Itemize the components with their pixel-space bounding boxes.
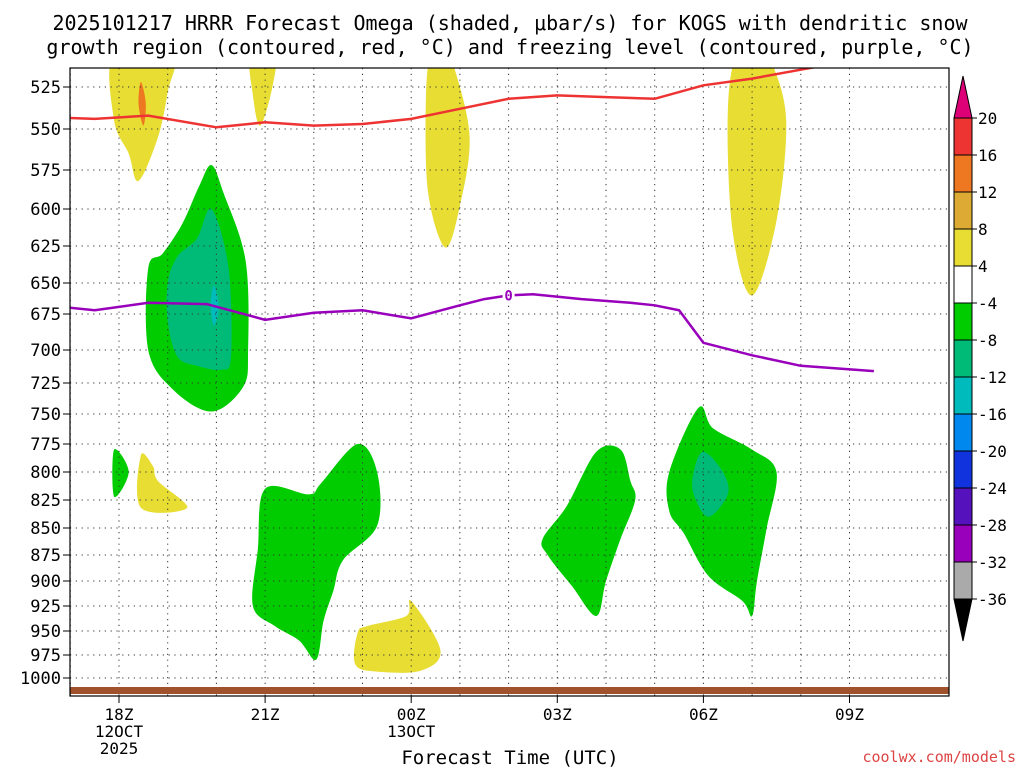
colorbar-box [953,561,973,600]
omega-shaded-regions [109,68,787,673]
colorbar-label: 20 [978,109,997,128]
colorbar-label: 4 [978,257,988,276]
colorbar-top-arrow [953,75,973,119]
y-tick-label: 625 [30,237,61,257]
omega-region-4_to_8 [249,68,276,126]
y-axis-ticks: 525 550 575 600 625 650 675 700 725 750 775 800 825 8… [20,78,70,689]
colorbar-label: -4 [978,294,997,313]
colorbar-box [953,450,973,489]
surface-band [70,687,949,694]
plot-frame [69,67,950,697]
y-tick-label: 550 [30,120,61,140]
x-axis-label: Forecast Time (UTC) [401,747,618,768]
y-tick-label: 775 [30,435,61,455]
chart-title-line2: growth region (contoured, red, °C) and f… [46,35,973,59]
freezing-level-line [70,292,874,373]
colorbar-box [953,228,973,267]
x-tick-label: 18Z [105,705,134,724]
colorbar-box [953,117,973,156]
omega-region-4_to_8 [109,68,175,181]
colorbar-box [953,154,973,193]
colorbar-label: -24 [978,479,1007,498]
x-tick-label: 03Z [543,705,572,724]
watermark: coolwx.com/models [862,748,1016,766]
colorbar-label: -8 [978,331,997,350]
y-tick-label: 875 [30,546,61,566]
chart-title-line1: 2025101217 HRRR Forecast Omega (shaded, … [52,11,968,35]
colorbar-label: 16 [978,146,997,165]
colorbar-box [953,265,973,304]
x-tick-label: 21Z [251,705,280,724]
omega-region--8_to_-4 [112,449,129,498]
grid-lines [70,68,949,696]
y-tick-label: 825 [30,491,61,511]
freezing-contour-label: 0 [504,288,512,304]
y-tick-label: 750 [30,405,61,425]
colorbar-label: -32 [978,553,1007,572]
colorbar-box [953,524,973,563]
y-tick-label: 600 [30,200,61,220]
colorbar-label: 8 [978,220,988,239]
contour-lines: 0 [70,68,874,373]
colorbar-label: -16 [978,405,1007,424]
omega-region--8_to_-4 [541,445,636,617]
colorbar-label: -12 [978,368,1007,387]
y-tick-label: 925 [30,597,61,617]
y-tick-label: 800 [30,463,61,483]
colorbar-label: -36 [978,590,1007,609]
colorbar-label: 12 [978,183,997,202]
x-tick-year: 2025 [100,739,139,758]
y-tick-label: 950 [30,622,61,642]
y-tick-label: 850 [30,519,61,539]
x-tick-date: 13OCT [387,722,436,741]
colorbar-box [953,302,973,341]
x-tick-date: 12OCT [95,722,144,741]
y-tick-label: 1000 [20,669,61,689]
colorbar-box [953,487,973,526]
omega-region--8_to_-4 [666,406,777,617]
y-tick-label: 675 [30,305,61,325]
y-tick-label: 725 [30,374,61,394]
x-tick-label: 06Z [689,705,718,724]
colorbar-box [953,339,973,378]
omega-region--8_to_-4 [252,443,381,661]
colorbar-bottom-arrow [953,598,973,642]
omega-region--12_to_-8 [166,208,232,371]
y-tick-label: 900 [30,572,61,592]
colorbar-box [953,376,973,415]
y-tick-label: 650 [30,274,61,294]
y-tick-label: 575 [30,161,61,181]
colorbar-label: -28 [978,516,1007,535]
colorbar-label: -20 [978,442,1007,461]
y-tick-label: 525 [30,78,61,98]
colorbar-box [953,413,973,452]
colorbar-box [953,191,973,230]
omega-region-4_to_8 [727,68,787,296]
x-tick-label: 00Z [397,705,426,724]
y-tick-label: 975 [30,646,61,666]
omega-region-4_to_8 [136,453,188,513]
omega-region--12_to_-8 [692,451,729,517]
dendritic-snow-growth-line [70,68,817,129]
colorbar: 20 16 12 8 4 -4 -8 -12 -16 -20 -24 -28 -32 -36 [953,75,1007,642]
freezing-label-bg [502,288,515,303]
y-tick-label: 700 [30,341,61,361]
x-tick-label: 09Z [835,705,864,724]
